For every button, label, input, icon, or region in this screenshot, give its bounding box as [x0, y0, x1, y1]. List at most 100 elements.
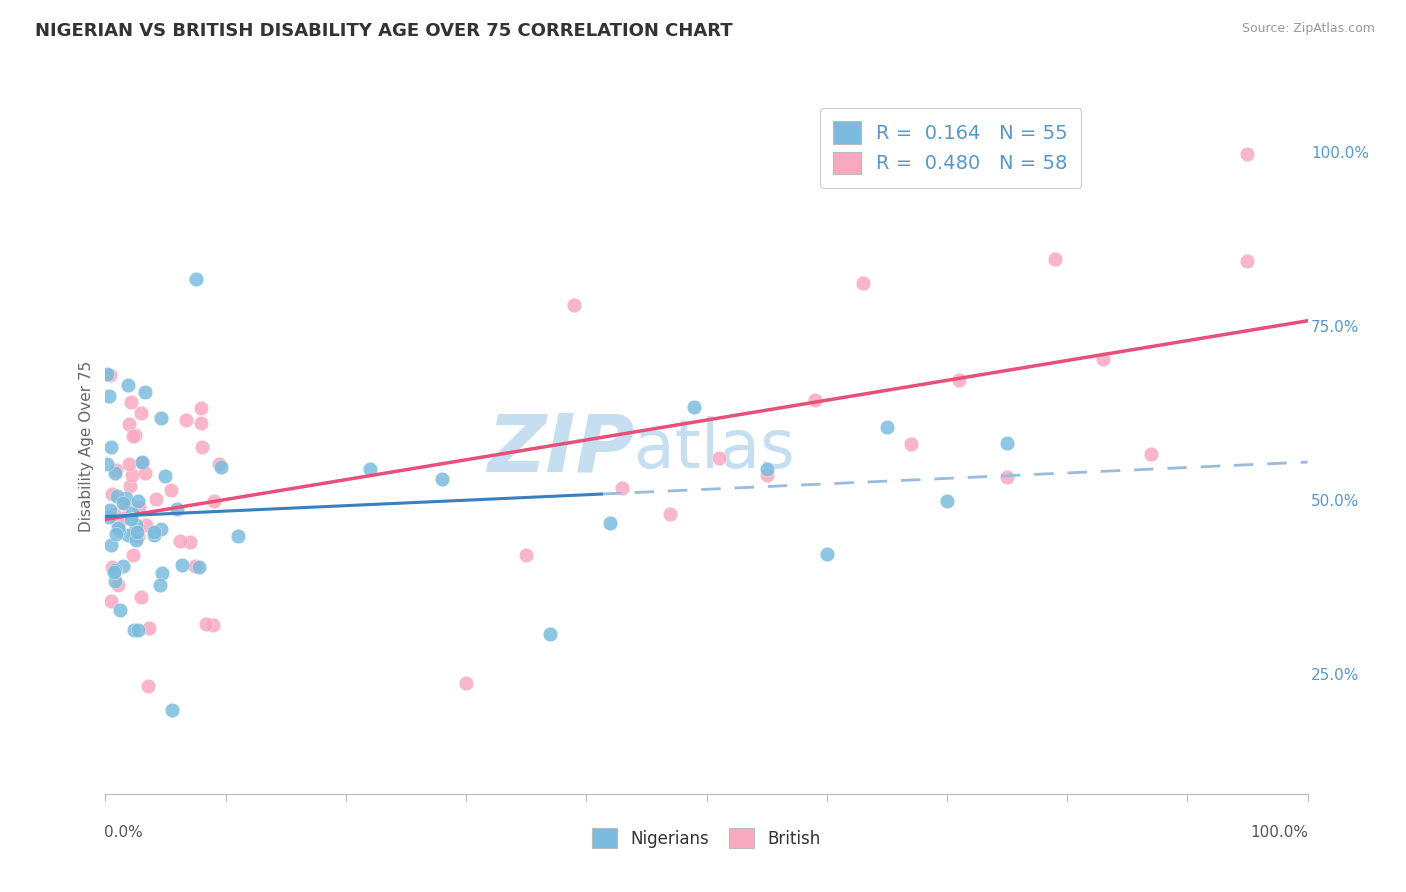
Point — [100, 538, 122, 552]
Point — [454, 675, 477, 690]
Legend: Nigerians, British: Nigerians, British — [585, 822, 828, 855]
Point — [114, 496, 136, 510]
Point — [153, 469, 176, 483]
Point — [995, 470, 1018, 484]
Text: 25.0%: 25.0% — [1312, 668, 1360, 683]
Point — [852, 277, 875, 291]
Point — [115, 491, 138, 505]
Point — [124, 427, 146, 442]
Text: 50.0%: 50.0% — [1312, 494, 1360, 509]
Point — [101, 487, 124, 501]
Point — [112, 558, 135, 573]
Point — [98, 510, 121, 524]
Point — [117, 527, 139, 541]
Point — [1236, 146, 1258, 161]
Point — [131, 455, 153, 469]
Point — [149, 578, 172, 592]
Point — [174, 413, 197, 427]
Point — [129, 590, 152, 604]
Point — [129, 406, 152, 420]
Point — [188, 559, 211, 574]
Point — [122, 623, 145, 637]
Text: 100.0%: 100.0% — [1251, 825, 1309, 840]
Point — [120, 479, 142, 493]
Point — [755, 462, 778, 476]
Point — [166, 501, 188, 516]
Point — [104, 574, 127, 588]
Text: NIGERIAN VS BRITISH DISABILITY AGE OVER 75 CORRELATION CHART: NIGERIAN VS BRITISH DISABILITY AGE OVER … — [35, 22, 733, 40]
Point — [936, 494, 959, 508]
Point — [209, 460, 232, 475]
Point — [105, 527, 128, 541]
Text: 0.0%: 0.0% — [104, 825, 143, 840]
Point — [134, 385, 156, 400]
Point — [160, 483, 183, 497]
Point — [125, 533, 148, 547]
Point — [201, 618, 224, 632]
Point — [100, 593, 122, 607]
Point — [121, 467, 143, 482]
Point — [194, 617, 217, 632]
Point — [105, 463, 128, 477]
Point — [138, 621, 160, 635]
Point — [184, 272, 207, 286]
Point — [131, 456, 153, 470]
Point — [107, 521, 129, 535]
Point — [125, 517, 148, 532]
Point — [228, 529, 250, 543]
Point — [128, 500, 150, 514]
Point — [108, 602, 131, 616]
Point — [169, 534, 191, 549]
Text: 75.0%: 75.0% — [1312, 320, 1360, 335]
Text: ZIP: ZIP — [486, 410, 634, 489]
Point — [100, 559, 122, 574]
Point — [707, 450, 730, 465]
Point — [96, 457, 118, 471]
Point — [160, 703, 183, 717]
Point — [612, 481, 634, 495]
Point — [538, 627, 561, 641]
Point — [755, 467, 778, 482]
Point — [107, 516, 129, 531]
Point — [190, 401, 212, 416]
Point — [142, 528, 165, 542]
Point — [135, 517, 157, 532]
Point — [98, 503, 121, 517]
Text: Source: ZipAtlas.com: Source: ZipAtlas.com — [1241, 22, 1375, 36]
Point — [184, 559, 207, 574]
Point — [122, 429, 145, 443]
Point — [124, 525, 146, 540]
Point — [127, 525, 149, 540]
Point — [900, 437, 922, 451]
Point — [515, 548, 537, 562]
Point — [145, 491, 167, 506]
Point — [815, 547, 838, 561]
Point — [107, 578, 129, 592]
Point — [103, 508, 125, 522]
Point — [111, 496, 134, 510]
Point — [683, 401, 706, 415]
Point — [127, 528, 149, 542]
Point — [142, 524, 165, 539]
Point — [179, 535, 201, 549]
Point — [150, 522, 173, 536]
Point — [1043, 252, 1066, 267]
Point — [103, 565, 125, 579]
Point — [98, 389, 121, 403]
Point — [191, 440, 214, 454]
Point — [117, 457, 139, 471]
Point — [1236, 253, 1258, 268]
Point — [430, 472, 453, 486]
Point — [117, 417, 139, 431]
Point — [150, 566, 173, 581]
Point — [659, 507, 682, 521]
Text: atlas: atlas — [634, 417, 796, 483]
Point — [122, 549, 145, 563]
Point — [876, 420, 898, 434]
Point — [948, 373, 970, 387]
Point — [1092, 351, 1115, 366]
Point — [104, 563, 127, 577]
Point — [127, 493, 149, 508]
Point — [117, 378, 139, 392]
Point — [359, 461, 381, 475]
